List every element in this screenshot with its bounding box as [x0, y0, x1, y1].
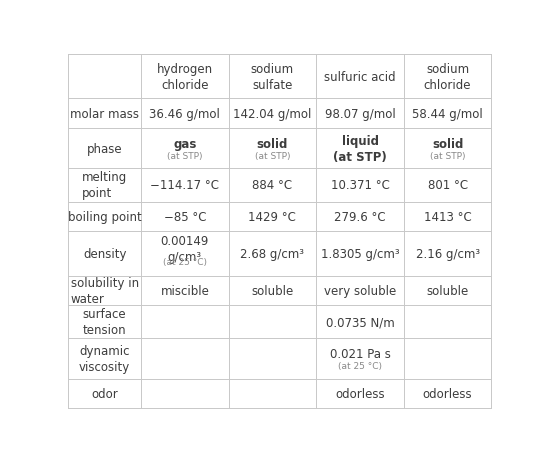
Text: 1413 °C: 1413 °C [424, 210, 472, 224]
Text: dynamic
viscosity: dynamic viscosity [79, 344, 130, 373]
Text: 279.6 °C: 279.6 °C [334, 210, 386, 224]
Text: −114.17 °C: −114.17 °C [150, 179, 219, 192]
Text: 36.46 g/mol: 36.46 g/mol [150, 108, 220, 121]
Text: soluble: soluble [426, 285, 468, 297]
Text: density: density [83, 247, 126, 260]
Text: 98.07 g/mol: 98.07 g/mol [325, 108, 395, 121]
Text: (at STP): (at STP) [167, 152, 203, 161]
Text: 1.8305 g/cm³: 1.8305 g/cm³ [321, 247, 399, 260]
Text: liquid
(at STP): liquid (at STP) [333, 134, 387, 163]
Text: molar mass: molar mass [70, 108, 139, 121]
Text: hydrogen
chloride: hydrogen chloride [157, 63, 213, 92]
Text: −85 °C: −85 °C [164, 210, 206, 224]
Text: sodium
chloride: sodium chloride [424, 63, 471, 92]
Text: sodium
sulfate: sodium sulfate [251, 63, 294, 92]
Text: 1429 °C: 1429 °C [248, 210, 296, 224]
Text: (at 25 °C): (at 25 °C) [163, 257, 207, 266]
Text: melting
point: melting point [82, 171, 127, 200]
Text: gas: gas [173, 138, 197, 151]
Text: solid: solid [432, 138, 464, 151]
Text: miscible: miscible [161, 285, 209, 297]
Text: surface
tension: surface tension [83, 308, 127, 337]
Text: sulfuric acid: sulfuric acid [324, 71, 396, 84]
Text: 2.68 g/cm³: 2.68 g/cm³ [240, 247, 305, 260]
Text: 801 °C: 801 °C [428, 179, 468, 192]
Text: 884 °C: 884 °C [252, 179, 293, 192]
Text: (at STP): (at STP) [430, 152, 465, 161]
Text: 0.00149
g/cm³: 0.00149 g/cm³ [161, 234, 209, 263]
Text: 2.16 g/cm³: 2.16 g/cm³ [416, 247, 480, 260]
Text: 10.371 °C: 10.371 °C [330, 179, 389, 192]
Text: (at 25 °C): (at 25 °C) [338, 362, 382, 370]
Text: 0.021 Pa s: 0.021 Pa s [330, 347, 390, 360]
Text: 142.04 g/mol: 142.04 g/mol [233, 108, 312, 121]
Text: odor: odor [91, 387, 118, 400]
Text: very soluble: very soluble [324, 285, 396, 297]
Text: odorless: odorless [335, 387, 385, 400]
Text: 0.0735 N/m: 0.0735 N/m [325, 316, 394, 329]
Text: solid: solid [257, 138, 288, 151]
Text: boiling point: boiling point [68, 210, 141, 224]
Text: phase: phase [87, 143, 122, 156]
Text: (at STP): (at STP) [254, 152, 290, 161]
Text: odorless: odorless [423, 387, 472, 400]
Text: solubility in
water: solubility in water [70, 276, 139, 305]
Text: 58.44 g/mol: 58.44 g/mol [412, 108, 483, 121]
Text: soluble: soluble [251, 285, 294, 297]
